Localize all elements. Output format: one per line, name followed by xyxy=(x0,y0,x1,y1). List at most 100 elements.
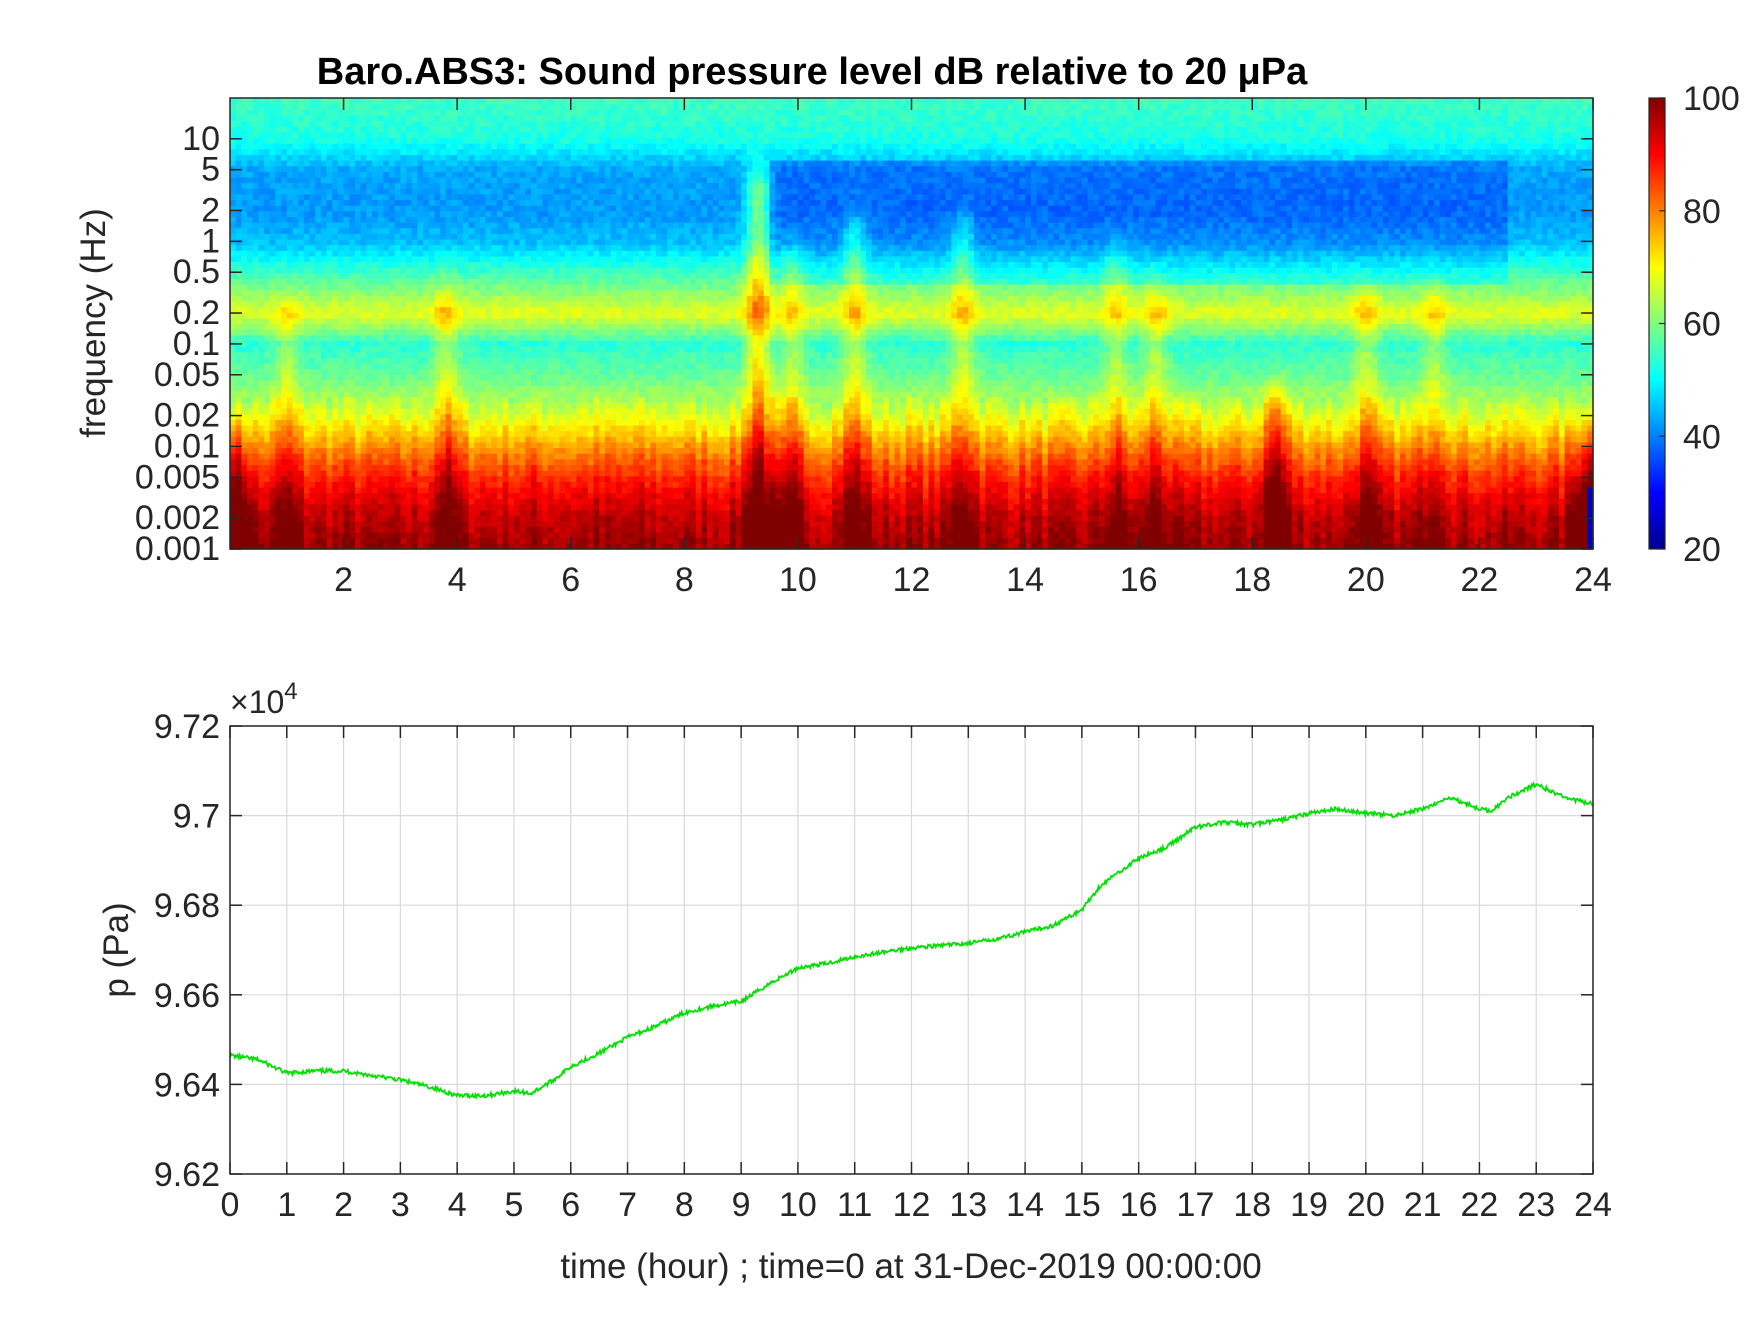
spectrogram-cell xyxy=(320,486,328,494)
spectrogram-cell xyxy=(479,148,487,155)
spectrogram-cell xyxy=(275,362,282,370)
spectrogram-cell xyxy=(389,436,396,443)
spectrogram-cell xyxy=(235,447,242,454)
spectrogram-cell xyxy=(496,515,504,522)
spectrogram-cell xyxy=(320,351,328,358)
spectrogram-cell xyxy=(332,346,339,353)
spectrogram-cell xyxy=(303,340,311,347)
spectrogram-cell xyxy=(275,278,282,285)
spectrogram-cell xyxy=(451,391,458,398)
spectrogram-cell xyxy=(354,436,362,443)
spectrogram-cell xyxy=(531,374,538,381)
spectrogram-cell xyxy=(241,114,248,122)
spectrogram-cell xyxy=(298,509,305,516)
spectrogram-cell xyxy=(371,289,379,296)
spectrogram-cell xyxy=(548,396,555,404)
spectrogram-cell xyxy=(496,368,504,375)
spectrogram-cell xyxy=(474,255,481,263)
spectrogram-cell xyxy=(292,537,299,544)
spectrogram-cell xyxy=(508,222,515,229)
spectrogram-cell xyxy=(298,379,305,387)
spectrogram-cell xyxy=(451,114,458,122)
spectrogram-cell xyxy=(303,419,311,426)
spectrogram-cell xyxy=(417,126,424,133)
spectrogram-cell xyxy=(269,391,277,398)
spectrogram-cell xyxy=(508,532,515,539)
spectrogram-cell xyxy=(462,379,470,387)
spectrogram-cell xyxy=(553,532,560,539)
spectrogram-cell xyxy=(281,509,288,516)
spectrogram-cell xyxy=(440,509,447,516)
spectrogram-cell xyxy=(565,148,572,155)
spectrogram-cell xyxy=(326,453,333,460)
spectrogram-cell xyxy=(576,402,583,409)
spectrogram-cell xyxy=(457,441,464,449)
spectrogram-cell xyxy=(247,424,254,432)
spectrogram-cell xyxy=(411,503,419,511)
spectrogram-cell xyxy=(479,470,487,477)
spectrogram-cell xyxy=(462,503,470,511)
spectrogram-cell xyxy=(275,481,282,488)
spectrogram-cell xyxy=(451,492,458,499)
spectrogram-cell xyxy=(457,391,464,398)
spectrogram-cell xyxy=(451,402,458,409)
spectrogram-cell xyxy=(230,368,237,375)
spectrogram-cell xyxy=(457,165,464,172)
spectrogram-cell xyxy=(326,143,333,150)
spectrogram-cell xyxy=(519,199,526,206)
spectrogram-cell xyxy=(264,486,271,494)
spectrogram-cell xyxy=(440,284,447,291)
spectrogram-cell xyxy=(485,114,492,122)
spectrogram-cell xyxy=(548,210,555,217)
spectrogram-cell xyxy=(286,317,294,325)
spectrogram-cell xyxy=(485,408,492,415)
spectrogram-cell xyxy=(451,109,458,116)
spectrogram-cell xyxy=(519,532,526,539)
spectrogram-cell xyxy=(406,210,413,217)
spectrogram-cell xyxy=(354,408,362,415)
spectrogram-cell xyxy=(366,362,373,370)
spectrogram-cell xyxy=(440,216,447,223)
spectrogram-cell xyxy=(519,114,526,122)
spectrogram-cell xyxy=(479,126,487,133)
spectrogram-cell xyxy=(264,216,271,223)
spectrogram-cell xyxy=(406,199,413,206)
spectrogram-cell xyxy=(565,419,572,426)
spectrogram-cell xyxy=(247,284,254,291)
spectrogram-cell xyxy=(508,323,515,330)
spectrogram-cell xyxy=(462,385,470,392)
spectrogram-cell xyxy=(491,109,498,116)
spectrogram-cell xyxy=(298,278,305,285)
spectrogram-cell xyxy=(366,486,373,494)
spectrogram-cell xyxy=(275,419,282,426)
spectrogram-cell xyxy=(440,424,447,432)
spectrogram-cell xyxy=(525,334,532,342)
spectrogram-cell xyxy=(337,312,345,319)
spectrogram-cell xyxy=(337,176,345,184)
spectrogram-cell xyxy=(445,447,453,454)
spectrogram-cell xyxy=(309,227,316,234)
spectrogram-cell xyxy=(281,515,288,522)
spectrogram-cell xyxy=(553,475,560,482)
spectrogram-cell xyxy=(320,419,328,426)
spectrogram-cell xyxy=(428,543,436,550)
spectrogram-cell xyxy=(394,267,401,274)
spectrogram-cell xyxy=(286,120,294,127)
spectrogram-cell xyxy=(389,193,396,201)
spectrogram-cell xyxy=(354,137,362,144)
spectrogram-cell xyxy=(542,458,549,466)
spectrogram-cell xyxy=(531,261,538,268)
spectrogram-cell xyxy=(264,396,271,404)
spectrogram-cell xyxy=(275,143,282,150)
spectrogram-cell xyxy=(320,368,328,375)
spectrogram-cell xyxy=(411,419,419,426)
spectrogram-cell xyxy=(326,222,333,229)
spectrogram-cell xyxy=(428,182,436,189)
spectrogram-cell xyxy=(309,368,316,375)
spectrogram-cell xyxy=(366,171,373,178)
spectrogram-cell xyxy=(570,441,578,449)
spectrogram-cell xyxy=(383,334,390,342)
spectrogram-cell xyxy=(548,447,555,454)
spectrogram-cell xyxy=(519,227,526,234)
spectrogram-cell xyxy=(269,436,277,443)
